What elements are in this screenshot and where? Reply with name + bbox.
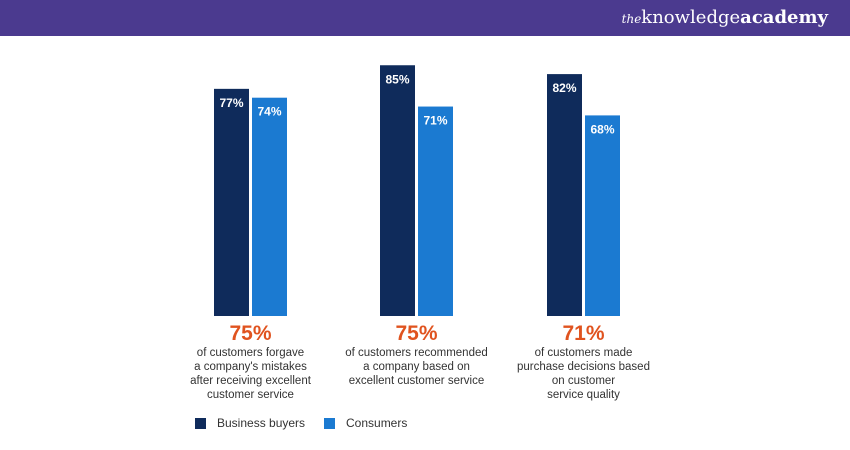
- data-label-consumers-2: 71%: [423, 114, 447, 128]
- data-label-business-buyers-3: 82%: [552, 81, 576, 95]
- legend-swatch-consumers: [324, 417, 335, 429]
- legend-label-business-buyers: Business buyers: [217, 416, 306, 430]
- bar-business-buyers-1: [214, 88, 249, 316]
- legend-swatch-business-buyers: [195, 417, 206, 429]
- category-label-line: excellent customer service: [348, 375, 485, 387]
- brand-knowledge: knowledge: [641, 7, 741, 28]
- category-label-3: of customers made purchase decisions base…: [499, 346, 669, 402]
- category-label-line: of customers forgave: [196, 347, 305, 359]
- category-label-line: of customers made: [534, 347, 633, 359]
- category-label-line: on customer: [551, 375, 616, 387]
- brand-academy: academy: [740, 7, 828, 28]
- legend-item-business-buyers: Business buyers: [195, 414, 305, 432]
- legend-item-consumers: Consumers: [324, 414, 407, 432]
- data-label-business-buyers-1: 77%: [219, 96, 243, 110]
- category-highlight-3: 71%: [562, 322, 605, 345]
- category-label-line: purchase decisions based: [517, 361, 650, 373]
- data-label-consumers-3: 68%: [590, 122, 614, 136]
- category-label-line: after receiving excellent: [190, 375, 311, 387]
- category-label-line: of customers recommended: [345, 347, 488, 359]
- brand-logo[interactable]: theknowledgeacademy: [622, 7, 828, 28]
- header-bar: theknowledgeacademy: [0, 0, 850, 36]
- category-highlight-1: 75%: [229, 322, 272, 345]
- bar-consumers-1: [252, 97, 287, 316]
- legend-label-consumers: Consumers: [346, 416, 408, 430]
- data-label-consumers-1: 74%: [257, 105, 281, 119]
- bar-business-buyers-2: [380, 65, 415, 316]
- category-label-1: of customers forgave a company's mistakes…: [166, 346, 336, 402]
- category-label-line: service quality: [547, 389, 620, 401]
- data-label-business-buyers-2: 85%: [385, 72, 409, 86]
- brand-the: the: [621, 12, 642, 26]
- category-label-2: of customers recommended a company based …: [332, 346, 502, 388]
- category-label-line: a company's mistakes: [194, 361, 307, 373]
- bar-consumers-2: [418, 106, 453, 316]
- category-highlight-2: 75%: [395, 322, 438, 345]
- bar-business-buyers-3: [547, 74, 582, 316]
- bar-consumers-3: [585, 115, 620, 317]
- category-label-line: a company based on: [363, 361, 470, 373]
- category-label-line: customer service: [207, 389, 294, 401]
